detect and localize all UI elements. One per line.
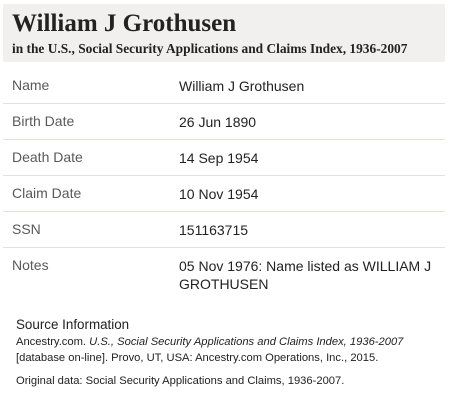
source-information: Source Information Ancestry.com. U.S., S…	[16, 316, 444, 389]
source-heading: Source Information	[16, 317, 130, 332]
record-table: Name William J Grothusen Birth Date 26 J…	[3, 68, 445, 300]
page-title: William J Grothusen	[12, 10, 237, 37]
record-label: Birth Date	[12, 113, 75, 129]
record-row-name: Name William J Grothusen	[3, 68, 445, 104]
record-label: Claim Date	[12, 185, 82, 201]
record-value: William J Grothusen	[179, 78, 305, 94]
original-data: Original data: Social Security Applicati…	[16, 375, 345, 387]
record-value: 05 Nov 1976: Name listed as WILLIAM J GR…	[179, 258, 432, 292]
source-citation: Ancestry.com. U.S., Social Security Appl…	[16, 334, 444, 366]
record-row-claim-date: Claim Date 10 Nov 1954	[3, 176, 445, 212]
record-label: SSN	[12, 221, 41, 237]
record-value: 10 Nov 1954	[179, 186, 259, 202]
record-row-ssn: SSN 151163715	[3, 212, 445, 248]
record-row-birth-date: Birth Date 26 Jun 1890	[3, 104, 445, 140]
citation-suffix: [database on-line]. Provo, UT, USA: Ance…	[16, 352, 379, 364]
record-label: Name	[12, 77, 50, 93]
record-row-notes: Notes 05 Nov 1976: Name listed as WILLIA…	[3, 248, 445, 300]
record-value: 26 Jun 1890	[179, 114, 257, 130]
record-label: Death Date	[12, 149, 83, 165]
record-header: William J Grothusen in the U.S., Social …	[3, 4, 445, 62]
record-row-death-date: Death Date 14 Sep 1954	[3, 140, 445, 176]
record-value: 151163715	[179, 222, 249, 238]
collection-subtitle: in the U.S., Social Security Application…	[12, 41, 408, 56]
citation-prefix: Ancestry.com.	[16, 336, 90, 348]
citation-title: U.S., Social Security Applications and C…	[89, 336, 404, 348]
record-label: Notes	[12, 257, 49, 273]
record-value: 14 Sep 1954	[179, 150, 259, 166]
